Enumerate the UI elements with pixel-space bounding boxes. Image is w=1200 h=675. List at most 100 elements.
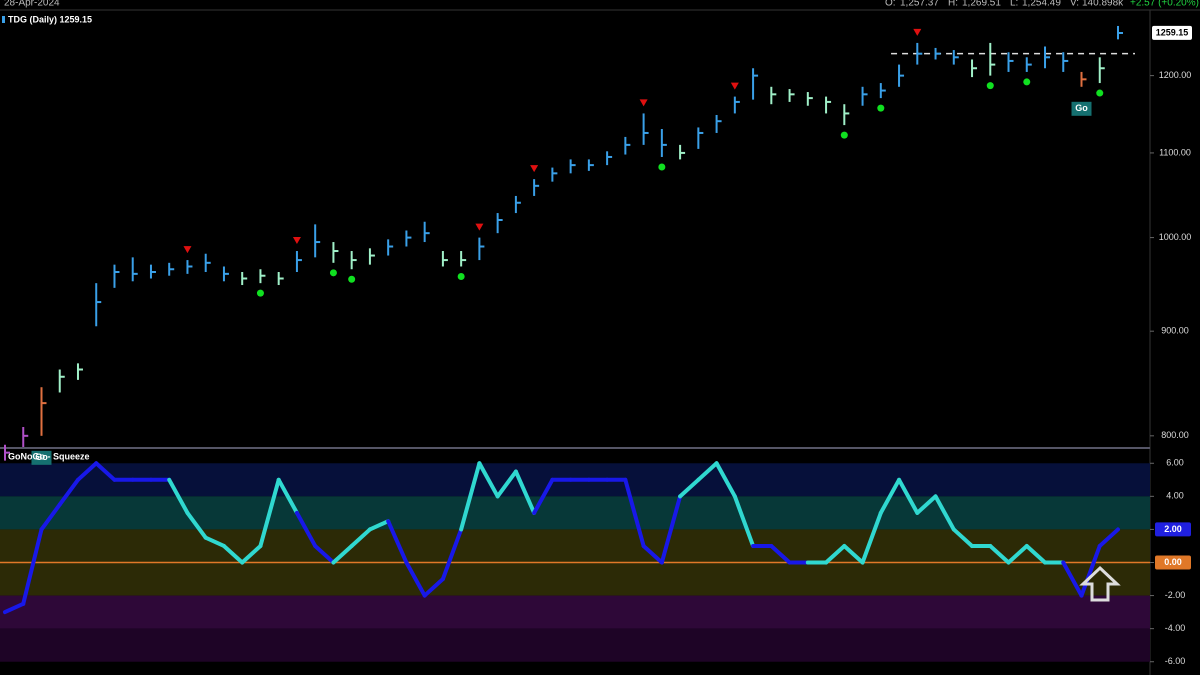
osc-segment bbox=[878, 477, 902, 515]
up-arrow bbox=[1079, 565, 1121, 602]
osc-segment bbox=[988, 543, 1011, 565]
band bbox=[0, 562, 1150, 596]
osc-segment bbox=[532, 477, 555, 515]
osc-segment bbox=[94, 461, 117, 482]
band bbox=[0, 496, 1150, 530]
change: +2.57 (+0.20%) bbox=[1130, 0, 1199, 9]
low: 1,254.49 bbox=[1022, 0, 1061, 9]
reversal-down bbox=[183, 246, 192, 254]
y-tick-label: 900.00 bbox=[1161, 326, 1189, 336]
reversal-up bbox=[256, 289, 264, 297]
osc-segment bbox=[915, 494, 938, 515]
osc-segment bbox=[1079, 543, 1102, 598]
osc-segment bbox=[1006, 543, 1029, 565]
reversal-down bbox=[475, 223, 484, 231]
reversal-up bbox=[329, 269, 337, 277]
osc-segment bbox=[440, 527, 464, 582]
osc-segment bbox=[1097, 527, 1120, 548]
reversal-up bbox=[1023, 78, 1031, 86]
osc-segment bbox=[39, 502, 62, 532]
y-tick-label: 1100.00 bbox=[1159, 147, 1191, 157]
osc-segment bbox=[75, 461, 99, 482]
osc-segment bbox=[258, 477, 281, 548]
reversal-up bbox=[840, 131, 848, 139]
osc-segment bbox=[477, 461, 500, 499]
y-tick-label: 1000.00 bbox=[1159, 232, 1192, 242]
osc-segment bbox=[732, 494, 756, 548]
title-swatch bbox=[2, 16, 5, 23]
osc-segment bbox=[276, 477, 299, 515]
osc-segment bbox=[623, 477, 646, 548]
osc-title: GoNoGo - Squeeze bbox=[8, 451, 90, 461]
reversal-up bbox=[348, 275, 356, 283]
y-tick-label: -4.00 bbox=[1165, 623, 1186, 633]
osc-segment bbox=[240, 543, 263, 565]
reversal-up bbox=[877, 104, 885, 112]
reversal-up bbox=[457, 272, 465, 280]
osc-segment bbox=[951, 527, 975, 548]
go-badge bbox=[1071, 101, 1092, 116]
y-tick-label: 6.00 bbox=[1166, 458, 1184, 468]
osc-segment bbox=[495, 469, 518, 499]
reversal-down bbox=[639, 99, 648, 107]
osc-segment bbox=[714, 461, 737, 499]
osc-segment bbox=[824, 543, 847, 565]
osc-segment bbox=[185, 510, 208, 540]
osc-segment bbox=[294, 510, 318, 548]
oscillator-panel: 6.004.002.000.00-2.00-4.00-6.000.002.00 bbox=[0, 458, 1191, 666]
reversal-down bbox=[913, 28, 922, 36]
go-badge bbox=[31, 450, 52, 465]
y-tick-label: 800.00 bbox=[1161, 430, 1189, 440]
osc-segment bbox=[331, 543, 354, 565]
osc-segment bbox=[203, 535, 226, 548]
price-title: TDG (Daily) 1259.15 bbox=[8, 14, 92, 24]
osc-segment bbox=[422, 577, 445, 598]
reversal-up bbox=[1096, 89, 1104, 97]
osc-segment bbox=[897, 477, 920, 515]
osc-segment bbox=[842, 543, 865, 565]
high: 1,269.51 bbox=[962, 0, 1001, 9]
zero-box bbox=[1155, 555, 1191, 570]
current-label: 2.00 bbox=[1164, 524, 1182, 534]
go-label: Go bbox=[1075, 103, 1088, 113]
osc-segment bbox=[21, 527, 44, 606]
osc-segment bbox=[459, 461, 482, 532]
osc-segment bbox=[659, 494, 683, 565]
low-label: L: bbox=[1010, 0, 1018, 9]
band bbox=[0, 595, 1150, 629]
price-panel: 800.00 900.00 1000.00 1100.00 1200.00 Go Go 125… bbox=[4, 25, 1192, 465]
last-price-label: 1259.15 bbox=[1156, 27, 1189, 37]
reversal-down bbox=[530, 165, 539, 173]
osc-segment bbox=[933, 494, 956, 532]
y-tick-label: 4.00 bbox=[1166, 491, 1184, 501]
osc-segment bbox=[641, 543, 664, 565]
y-tick-label: -2.00 bbox=[1165, 590, 1186, 600]
osc-segment bbox=[221, 543, 245, 565]
y-tick-label: -6.00 bbox=[1165, 656, 1186, 666]
osc-segment bbox=[769, 543, 792, 565]
high-label: H: bbox=[948, 0, 958, 9]
reversal-up bbox=[658, 163, 666, 171]
osc-segment bbox=[313, 543, 336, 565]
y-tick-label: 1200.00 bbox=[1159, 70, 1192, 80]
osc-segment bbox=[1061, 560, 1084, 598]
osc-segment bbox=[513, 469, 537, 515]
reversal-down bbox=[292, 237, 301, 245]
osc-segment bbox=[678, 477, 701, 499]
osc-segment bbox=[696, 461, 719, 482]
osc-segment bbox=[860, 510, 883, 565]
open: 1,257.37 bbox=[900, 0, 939, 9]
osc-segment bbox=[367, 519, 391, 532]
reversal-up bbox=[986, 82, 994, 90]
volume: 140.898k bbox=[1082, 0, 1124, 9]
reversal-down bbox=[730, 82, 739, 90]
osc-segment bbox=[1024, 543, 1048, 565]
date: 28-Apr-2024 bbox=[4, 0, 60, 9]
current-box bbox=[1155, 522, 1191, 537]
osc-segment bbox=[404, 560, 427, 598]
go-label: Go bbox=[35, 452, 48, 462]
open-label: O: bbox=[885, 0, 896, 9]
last-price-box bbox=[1152, 25, 1192, 40]
band bbox=[0, 628, 1150, 662]
